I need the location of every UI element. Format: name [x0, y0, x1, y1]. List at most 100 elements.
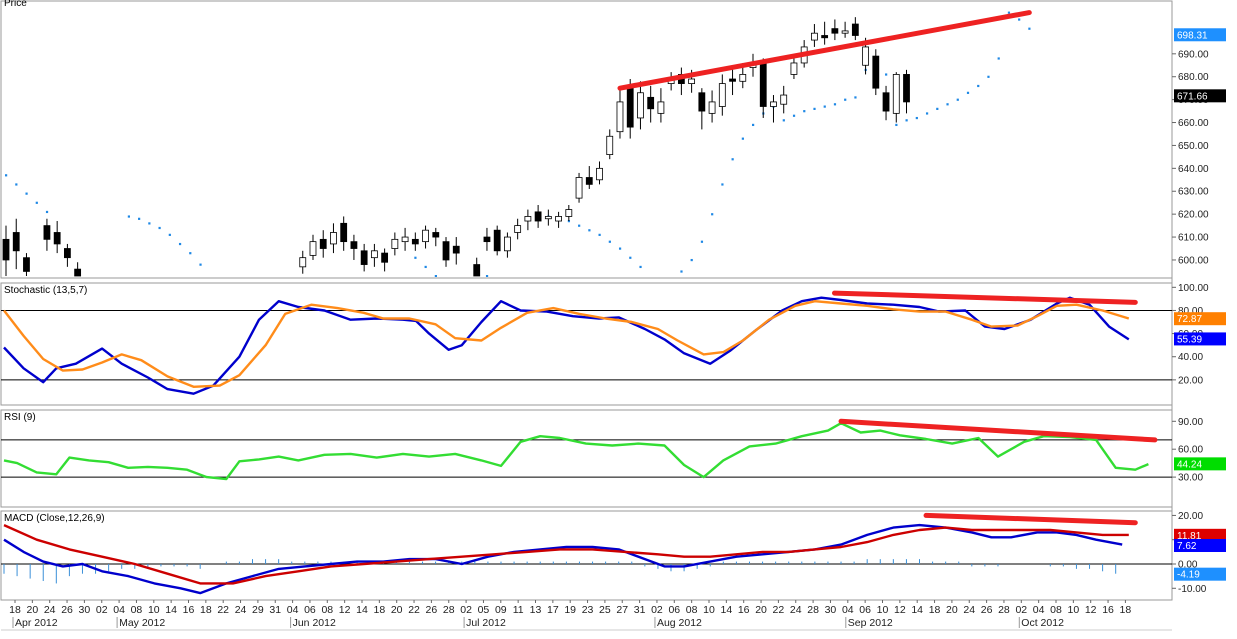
candle-body	[770, 101, 777, 107]
candle-body	[422, 229, 429, 243]
sar-dot	[997, 57, 1000, 60]
x-tick-label: 27	[616, 604, 628, 616]
macd-trendline	[923, 512, 1138, 526]
sar-dot	[189, 252, 192, 255]
price-tick-label: 690.00	[1178, 49, 1209, 60]
sar-dot	[15, 183, 18, 186]
price-tick-label: 610.00	[1178, 233, 1209, 244]
rsi-panel-title: RSI (9)	[4, 412, 36, 423]
sar-dot	[977, 84, 980, 88]
sar-dot	[1018, 18, 1021, 21]
price-panel-title: Price	[4, 0, 27, 9]
x-tick-label: 05	[478, 604, 490, 616]
candle-body	[862, 46, 869, 66]
x-tick-label: 28	[443, 604, 455, 616]
x-tick-label: 26	[61, 604, 73, 616]
candle-body	[504, 236, 511, 252]
sar-dot	[823, 105, 826, 108]
candle-body	[350, 241, 358, 249]
x-tick-label: 14	[165, 604, 177, 616]
stochastic-panel-title: Stochastic (13,5,7)	[4, 285, 87, 296]
month-label: Jul 2012	[466, 617, 506, 629]
x-tick-label: 31	[269, 604, 281, 616]
stochastic-series-d	[3, 300, 1130, 388]
sar-dot	[578, 224, 581, 227]
sar-dot	[629, 256, 632, 259]
sar-dot	[895, 123, 898, 127]
x-tick-label: 12	[339, 604, 351, 616]
candle-body	[596, 167, 603, 181]
sar-dot	[598, 233, 601, 236]
x-tick-label: 10	[1068, 604, 1080, 616]
candle-body	[370, 250, 378, 259]
sar-dot	[158, 226, 161, 230]
candle-body	[514, 225, 522, 233]
sar-dot	[966, 91, 970, 94]
x-axis: 18 20 24 26 30 02 04 08 10 14 16 18 22 24 29 31 04 06 08 12…	[9, 600, 1131, 629]
price-tick-label: 620.00	[1178, 210, 1209, 221]
x-tick-label: 16	[738, 604, 750, 616]
x-tick-label: 11	[513, 604, 524, 616]
sar-dot	[813, 107, 816, 110]
stoch-badge-k	[1174, 332, 1226, 346]
x-tick-label: 18	[200, 604, 212, 616]
candle-body	[319, 238, 327, 249]
x-tick-label: 04	[842, 604, 854, 616]
x-tick-label: 16	[183, 604, 195, 616]
x-tick-label: 10	[877, 604, 889, 616]
x-tick-label: 31	[634, 604, 646, 616]
x-tick-label: 22	[773, 604, 785, 616]
x-tick-label: 26	[981, 604, 993, 616]
x-tick-label: 06	[859, 604, 871, 616]
month-label: Jun 2012	[293, 617, 336, 629]
rsi-badge	[1174, 457, 1226, 471]
stochastic-tick-label: 40.00	[1178, 352, 1203, 363]
sar-dot	[782, 119, 785, 122]
panel-frames	[0, 0, 1173, 631]
candle-body	[821, 35, 829, 39]
candle-body	[12, 232, 20, 252]
sar-dot	[434, 275, 437, 277]
reference-lines	[1, 309, 1172, 565]
candle-body	[872, 55, 880, 89]
sar-dot	[700, 240, 704, 243]
candle-body	[811, 32, 818, 41]
candle-body	[626, 85, 634, 128]
x-tick-label: 06	[304, 604, 316, 616]
stochastic-tick-label: 80.00	[1178, 306, 1203, 317]
candle-body	[759, 62, 767, 107]
sar-dot	[844, 98, 847, 101]
x-tick-label: 24	[963, 604, 975, 616]
sar-dot	[618, 247, 622, 250]
candle-body	[534, 211, 542, 222]
candle-body	[851, 23, 859, 36]
sar-dot	[803, 110, 806, 113]
macd-badge-hist	[1174, 567, 1226, 581]
sar-dot	[752, 123, 755, 127]
x-tick-label: 24	[790, 604, 802, 616]
x-tick-label: 12	[1085, 604, 1097, 616]
candle-body	[391, 238, 399, 249]
sar-dot	[127, 215, 130, 218]
macd-tick-label: 20.00	[1178, 511, 1203, 522]
sar-dot	[690, 258, 693, 262]
sar-dot	[424, 265, 427, 269]
candle-body	[442, 241, 450, 261]
x-tick-label: 23	[582, 604, 594, 616]
macd-badge-hist-label: -4.19	[1177, 570, 1200, 581]
candle-body	[688, 78, 696, 84]
x-tick-label: 02	[651, 604, 663, 616]
rsi-badge-label: 44.24	[1177, 459, 1202, 470]
x-tick-label: 04	[287, 604, 299, 616]
sar-dot	[588, 229, 591, 232]
sar-dot	[792, 114, 796, 117]
sar-dot	[178, 242, 182, 246]
macd-tick-label: 0.00	[1178, 560, 1198, 571]
x-tick-label: 25	[599, 604, 611, 616]
x-tick-label: 06	[668, 604, 680, 616]
macd-badge-signal-label: 11.81	[1177, 531, 1202, 542]
stochastic-tick-label: 20.00	[1178, 375, 1203, 386]
sar-dot	[35, 201, 38, 204]
candle-body	[411, 238, 419, 245]
